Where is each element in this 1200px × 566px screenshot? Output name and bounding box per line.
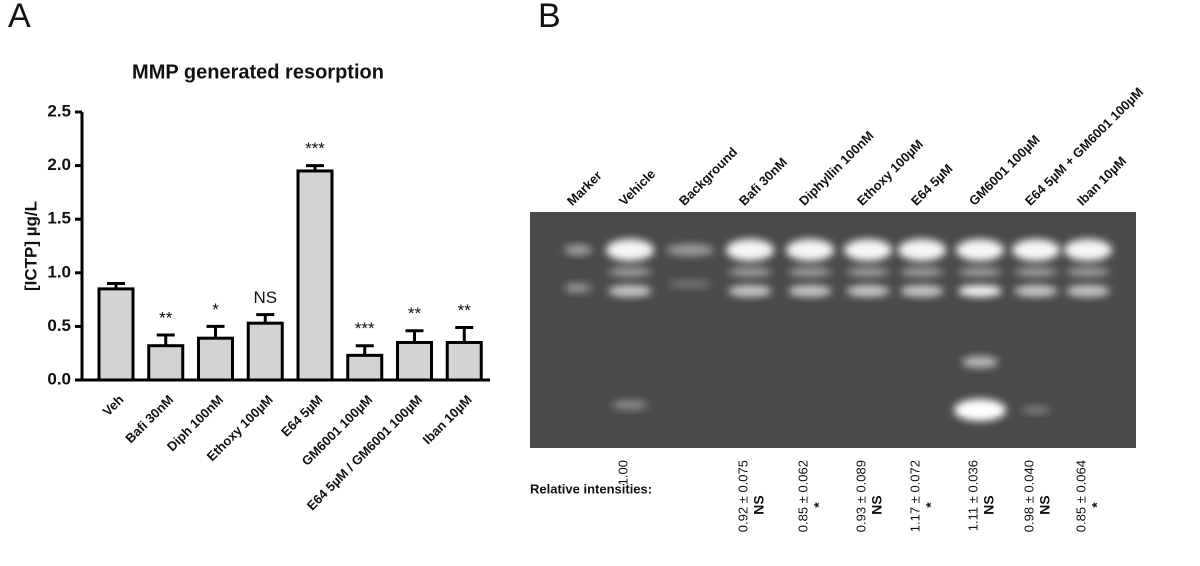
intensity-value: 0.85 ± 0.064 xyxy=(1073,460,1088,532)
error-bar xyxy=(405,329,424,343)
lane-label: Iban 10µM xyxy=(1074,153,1129,208)
lane-label: Marker xyxy=(564,168,605,209)
intensity-value: 0.98 ± 0.040 xyxy=(1021,460,1036,532)
error-bar xyxy=(107,282,125,289)
gel-band xyxy=(1014,267,1058,277)
significance-label: * xyxy=(212,300,219,319)
x-tick-label: E64 5µM xyxy=(278,392,326,440)
gel-band xyxy=(954,399,1006,421)
chart-title: MMP generated resorption xyxy=(132,61,384,83)
gel-image xyxy=(530,212,1136,448)
gel-band xyxy=(1064,239,1112,261)
bar xyxy=(246,321,284,382)
gel-band xyxy=(844,239,892,261)
lane-label: Vehicle xyxy=(616,166,658,208)
gel-band xyxy=(846,285,890,297)
gel-band xyxy=(564,245,592,255)
error-bar xyxy=(206,324,225,339)
gel-band xyxy=(788,285,832,297)
error-bar xyxy=(256,313,275,324)
bar xyxy=(396,340,433,382)
significance-label: NS xyxy=(869,495,885,514)
gel-band xyxy=(608,267,652,277)
gel-band xyxy=(900,285,944,297)
x-tick-label: Veh xyxy=(100,392,127,419)
gel-band xyxy=(1066,285,1110,297)
y-tick-label: 2.0 xyxy=(47,155,71,174)
panel-label: B xyxy=(538,0,561,35)
error-bar xyxy=(306,164,324,171)
intensity-value: 1.11 ± 0.036 xyxy=(965,460,980,531)
significance-label: * xyxy=(923,502,939,508)
gel-band xyxy=(1012,239,1060,261)
lane-label: Bafi 30nM xyxy=(736,155,790,209)
y-tick-label: 0.5 xyxy=(47,316,71,335)
bar xyxy=(147,344,185,382)
significance-label: *** xyxy=(305,139,325,158)
significance-label: ** xyxy=(408,304,422,323)
y-tick-label: 1.0 xyxy=(47,262,71,281)
significance-label: *** xyxy=(355,319,375,338)
bar xyxy=(346,353,384,382)
lane-label: E64 5µM xyxy=(908,161,956,209)
gel-band xyxy=(668,280,712,288)
intensity-value: 0.93 ± 0.089 xyxy=(853,460,868,532)
intensity-value: 1.17 ± 0.072 xyxy=(907,460,922,532)
gel-band xyxy=(728,267,772,277)
error-bar xyxy=(156,333,175,346)
gel-band xyxy=(666,244,714,256)
y-axis-label: [ICTP] µg/L xyxy=(21,201,40,291)
panel-label: A xyxy=(8,0,31,35)
bar xyxy=(197,336,234,382)
significance-label: NS xyxy=(253,288,277,307)
error-bar xyxy=(355,344,374,356)
gel-band xyxy=(898,239,946,261)
gel-band xyxy=(608,285,652,297)
significance-label: * xyxy=(1089,502,1105,508)
significance-label: NS xyxy=(981,495,997,514)
gel-band xyxy=(612,400,648,410)
gel-band xyxy=(606,239,654,261)
intensity-value: 0.92 ± 0.075 xyxy=(735,460,750,532)
x-tick-label: Iban 10µM xyxy=(420,392,475,447)
gel-band xyxy=(1066,267,1110,277)
y-tick-label: 0.0 xyxy=(47,369,71,388)
significance-label: ** xyxy=(458,301,472,320)
bar xyxy=(445,340,483,382)
significance-label: * xyxy=(811,502,827,508)
y-tick-label: 1.5 xyxy=(47,209,71,228)
gel-band xyxy=(846,267,890,277)
intensity-value: 1.00 xyxy=(615,460,630,485)
gel-band xyxy=(956,239,1004,261)
significance-label: NS xyxy=(751,495,767,514)
gel-band xyxy=(900,267,944,277)
gel-band xyxy=(726,239,774,261)
gel-band xyxy=(1022,406,1050,414)
gel-band xyxy=(1014,285,1058,297)
gel-band xyxy=(958,285,1002,297)
lane-label: Background xyxy=(676,144,740,208)
significance-label: ** xyxy=(159,308,173,327)
gel-band xyxy=(728,285,772,297)
bar xyxy=(97,287,135,382)
intensity-label: Relative intensities: xyxy=(530,481,652,496)
gel-band xyxy=(962,356,998,368)
gel-band xyxy=(786,239,834,261)
bar xyxy=(296,169,334,382)
y-tick-label: 2.5 xyxy=(47,101,71,120)
gel-band xyxy=(564,283,592,293)
intensity-value: 0.85 ± 0.062 xyxy=(795,460,810,532)
significance-label: NS xyxy=(1037,495,1053,514)
error-bar xyxy=(455,325,474,343)
gel-band xyxy=(788,267,832,277)
gel-band xyxy=(958,267,1002,277)
